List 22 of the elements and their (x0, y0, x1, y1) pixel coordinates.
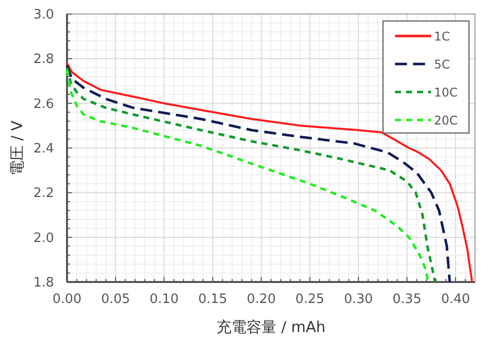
y-tick-label: 2.4 (33, 142, 54, 156)
y-axis-title: 電圧 / V (8, 120, 26, 176)
x-tick-label: 0.05 (101, 292, 130, 307)
legend-label: 5C (434, 58, 450, 72)
x-tick-label: 0.35 (392, 292, 422, 307)
legend-label: 1C (434, 30, 450, 44)
y-tick-label: 1.8 (33, 276, 54, 290)
x-tick-label: 0.10 (150, 292, 179, 307)
legend-label: 20C (434, 114, 458, 128)
x-tick-label: 0.40 (441, 292, 470, 307)
y-tick-label: 2.8 (33, 52, 54, 68)
y-tick-label: 2.6 (33, 96, 54, 112)
x-tick-label: 0.30 (344, 292, 373, 307)
x-tick-label: 0.00 (52, 292, 82, 307)
x-tick-label: 0.20 (246, 292, 276, 307)
x-axis-title: 充電容量 / mAh (216, 318, 326, 336)
x-tick-label: 0.25 (295, 292, 324, 307)
legend-label: 10C (434, 86, 458, 100)
y-tick-label: 2.2 (33, 186, 54, 202)
y-tick-label: 2.0 (33, 230, 54, 246)
y-tick-label: 3.0 (33, 8, 54, 22)
x-tick-label: 0.15 (198, 292, 228, 307)
